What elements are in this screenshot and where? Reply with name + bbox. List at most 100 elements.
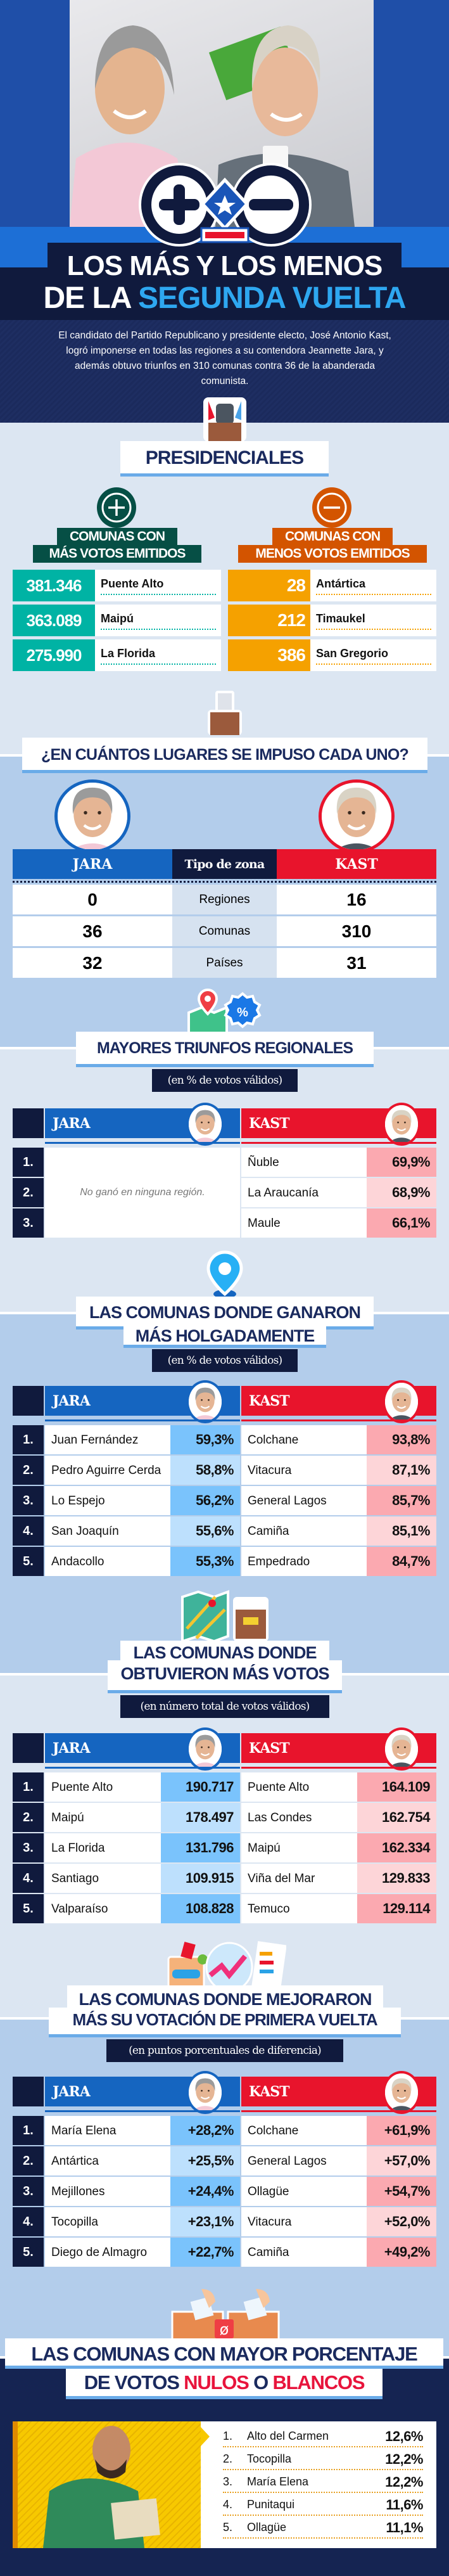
kast-label: KAST [249, 1393, 290, 1409]
divider [13, 881, 436, 883]
kast-comuna: Maipú [241, 1833, 357, 1862]
jara-portrait [54, 779, 130, 853]
rank-header [13, 1733, 44, 1763]
rank-number: 2. [13, 2146, 44, 2176]
table-row: 1. Ñuble 69,9% [13, 1148, 436, 1177]
nulos-row: 3. María Elena 12,2% [223, 2472, 423, 2493]
rank-header [13, 2077, 44, 2106]
lugares-row: 32 Países 31 [13, 948, 436, 978]
main-title-line2: DE LA SEGUNDA VUELTA [0, 283, 449, 314]
jara-face-icon [189, 1105, 222, 1143]
kast-avatar [383, 1380, 421, 1423]
rank-number: 4. [13, 2207, 44, 2236]
jara-comuna: Antártica [45, 2146, 170, 2176]
jara-value: 55,6% [170, 1516, 240, 1546]
svg-text:%: % [237, 1006, 248, 1020]
jara-value: 59,3% [170, 1425, 240, 1454]
header-underline [13, 1767, 436, 1769]
podium-icon [203, 397, 246, 442]
kast-value: 66,1% [367, 1208, 436, 1238]
rank-number: 2. [13, 1803, 44, 1832]
jara-avatar [186, 1380, 224, 1423]
kast-portrait [319, 779, 395, 853]
menos-votos-comuna: Antártica [310, 570, 436, 601]
kast-face-icon [322, 783, 391, 850]
mas-votos-row: 275.990 La Florida [13, 639, 221, 671]
table-row: 5. Diego de Almagro +22,7% Camiña +49,2% [13, 2238, 436, 2267]
plus-minus-logo [139, 163, 312, 247]
rank-number: 3. [13, 1208, 44, 1238]
nulos-value: 12,2% [385, 2473, 423, 2490]
table-row: 3. La Florida 131.796 Maipú 162.334 [13, 1833, 436, 1862]
kast-comuna: Viña del Mar [241, 1864, 357, 1893]
kast-comuna: Colchane [241, 1425, 367, 1454]
section-title-presidenciales: PRESIDENCIALES [120, 441, 329, 477]
rank-number: 1. [13, 1772, 44, 1802]
section-title-mejoraron-line2: MÁS SU VOTACIÓN DE PRIMERA VUELTA [49, 2008, 401, 2037]
map-ballot-icon [181, 1590, 269, 1641]
menos-votos-label-line1: COMUNAS CON [272, 528, 393, 546]
mas-votos-comuna: Maipú [95, 605, 221, 636]
regionales-table: JARA KAST 1. Ñuble 69,9% 2. La Araucanía 68,9% 3… [13, 1103, 436, 1239]
rank-number: 3. [13, 1833, 44, 1862]
jara-face-icon [189, 2073, 222, 2111]
table-row: 5. Valparaíso 108.828 Temuco 129.114 [13, 1894, 436, 1923]
jara-value: +22,7% [170, 2238, 240, 2267]
menos-votos-row: 212 Timaukel [228, 605, 436, 636]
table-row: 2. La Araucanía 68,9% [13, 1178, 436, 1207]
jara-value: +23,1% [170, 2207, 240, 2236]
kast-count: 16 [277, 885, 436, 914]
kast-value: 129.833 [357, 1864, 436, 1893]
zona-type: Regiones [172, 885, 277, 914]
nulos-comuna: María Elena [247, 2475, 309, 2488]
kast-count: 310 [277, 916, 436, 946]
rank-number: 3. [13, 2177, 44, 2206]
jara-comuna: Juan Fernández [45, 1425, 170, 1454]
kast-avatar [383, 2071, 421, 2114]
header-underline [13, 1142, 436, 1144]
nulos-rank: 1. [223, 2430, 233, 2442]
jara-avatar [186, 1727, 224, 1771]
jara-value: 178.497 [161, 1803, 240, 1832]
jara-value: +28,2% [170, 2116, 240, 2145]
jara-comuna: Andacollo [45, 1547, 170, 1576]
votos-subtitle: (en número total de votos válidos) [120, 1695, 329, 1718]
kast-comuna: Colchane [241, 2116, 367, 2145]
kast-comuna: Maule [241, 1208, 367, 1238]
menos-votos-row: 28 Antártica [228, 570, 436, 601]
rank-number: 4. [13, 1864, 44, 1893]
table-header: JARA KAST [13, 1727, 436, 1771]
section-title-holgadas-line2: MÁS HOLGADAMENTE [123, 1326, 326, 1348]
jara-label: JARA [53, 1740, 91, 1757]
kast-face-icon [385, 1383, 418, 1421]
mejoraron-subtitle: (en puntos porcentuales de diferencia) [106, 2039, 343, 2062]
jara-comuna: Santiago [45, 1864, 161, 1893]
nulos-title-or: O [253, 2371, 269, 2393]
zona-type: Comunas [172, 916, 277, 946]
kast-comuna: Puente Alto [241, 1772, 357, 1802]
mas-votos-label-line2: MÁS VOTOS EMITIDOS [33, 545, 201, 563]
table-row: 3. Lo Espejo 56,2% General Lagos 85,7% [13, 1486, 436, 1515]
mas-votos-row: 363.089 Maipú [13, 605, 221, 636]
null-vote-icon: ø [171, 2289, 280, 2343]
kast-comuna: Las Condes [241, 1803, 357, 1832]
jara-label: JARA [53, 1115, 91, 1132]
mas-votos-comuna: Puente Alto [95, 570, 221, 601]
menos-votos-value: 212 [228, 605, 310, 636]
voter-illustration [43, 2426, 160, 2548]
rank-number: 3. [13, 1486, 44, 1515]
kast-comuna: General Lagos [241, 1486, 367, 1515]
jara-comuna: Maipú [45, 1803, 161, 1832]
ballot-trend-icon [167, 1941, 286, 1991]
kast-count: 31 [277, 948, 436, 978]
panel-notch [201, 2427, 210, 2446]
nulos-row: 1. Alto del Carmen 12,6% [223, 2426, 423, 2447]
mas-votos-value: 363.089 [13, 605, 95, 636]
rank-number: 1. [13, 1148, 44, 1177]
lugares-row: 0 Regiones 16 [13, 885, 436, 914]
kast-comuna: Camiña [241, 1516, 367, 1546]
kast-avatar [383, 1103, 421, 1146]
jara-comuna: María Elena [45, 2116, 170, 2145]
mas-votos-row: 381.346 Puente Alto [13, 570, 221, 601]
lugares-row: 36 Comunas 310 [13, 916, 436, 946]
